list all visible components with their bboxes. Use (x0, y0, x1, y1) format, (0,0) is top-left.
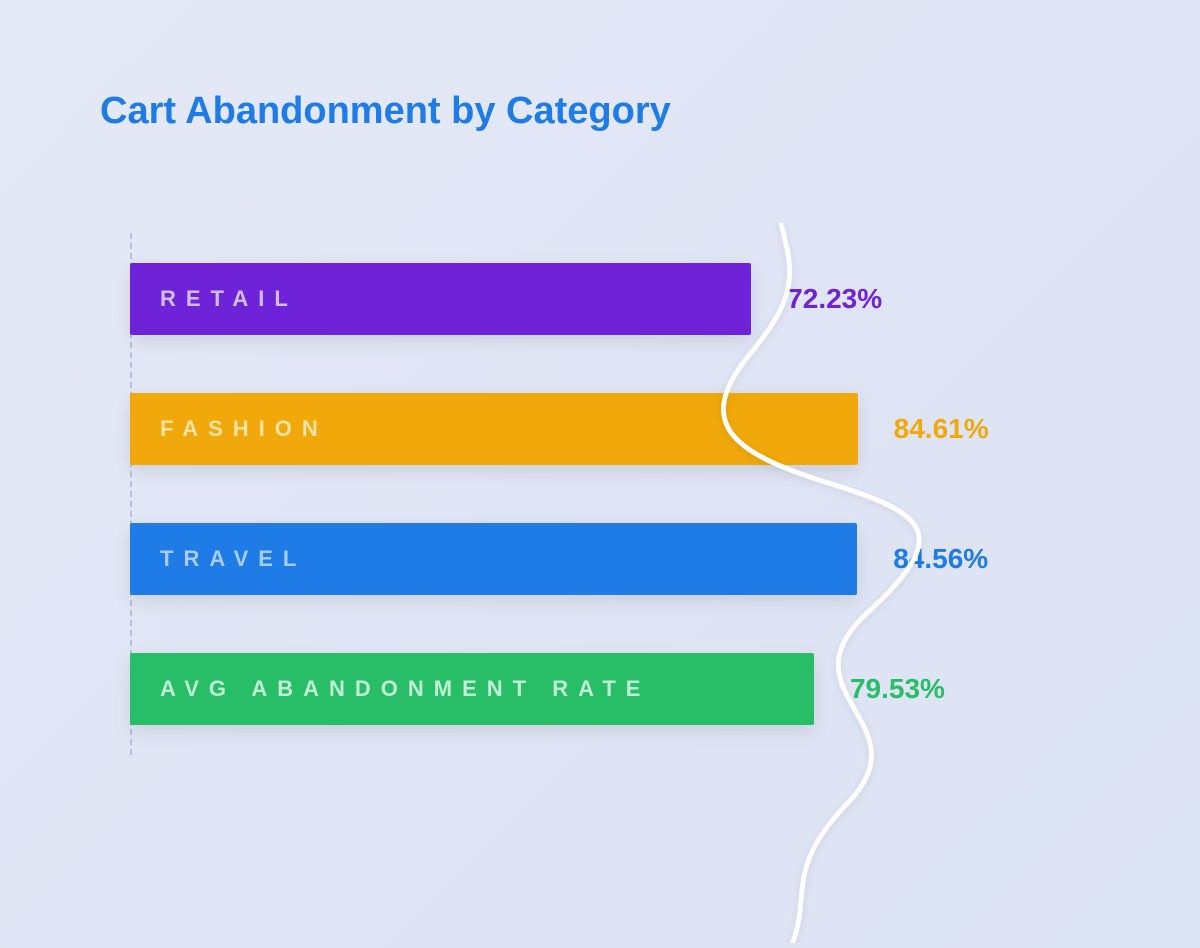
value-label-travel: 84.56% (893, 543, 988, 575)
bar-row-travel: TRAVEL 84.56% (130, 523, 1100, 595)
bar-label-travel: TRAVEL (160, 546, 306, 572)
value-label-retail: 72.23% (787, 283, 882, 315)
bar-fashion: FASHION (130, 393, 858, 465)
chart-area: RETAIL 72.23% FASHION 84.61% TRAVEL 84.5… (130, 263, 1100, 725)
bar-row-avg: AVG ABANDONMENT RATE 79.53% (130, 653, 1100, 725)
value-label-fashion: 84.61% (894, 413, 989, 445)
chart-title: Cart Abandonment by Category (100, 90, 1100, 133)
bar-label-avg: AVG ABANDONMENT RATE (160, 676, 650, 702)
bar-travel: TRAVEL (130, 523, 857, 595)
bar-row-fashion: FASHION 84.61% (130, 393, 1100, 465)
value-label-avg: 79.53% (850, 673, 945, 705)
bar-label-retail: RETAIL (160, 286, 298, 312)
bar-row-retail: RETAIL 72.23% (130, 263, 1100, 335)
bar-retail: RETAIL (130, 263, 751, 335)
bar-label-fashion: FASHION (160, 416, 328, 442)
bar-avg: AVG ABANDONMENT RATE (130, 653, 814, 725)
